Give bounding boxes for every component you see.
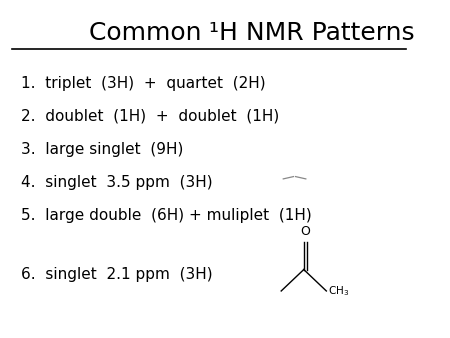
Text: 1.  triplet  (3H)  +  quartet  (2H): 1. triplet (3H) + quartet (2H): [21, 76, 265, 91]
Text: 6.  singlet  2.1 ppm  (3H): 6. singlet 2.1 ppm (3H): [21, 267, 212, 282]
Text: 5.  large double  (6H) + muliplet  (1H): 5. large double (6H) + muliplet (1H): [21, 208, 311, 223]
Text: CH$_3$: CH$_3$: [328, 284, 350, 298]
Text: 4.  singlet  3.5 ppm  (3H): 4. singlet 3.5 ppm (3H): [21, 175, 212, 190]
Text: Common: Common: [89, 21, 209, 45]
Text: 3.  large singlet  (9H): 3. large singlet (9H): [21, 142, 183, 157]
Text: 2.  doublet  (1H)  +  doublet  (1H): 2. doublet (1H) + doublet (1H): [21, 109, 279, 124]
Text: ¹H NMR Patterns: ¹H NMR Patterns: [209, 21, 415, 45]
Text: O: O: [301, 225, 310, 238]
